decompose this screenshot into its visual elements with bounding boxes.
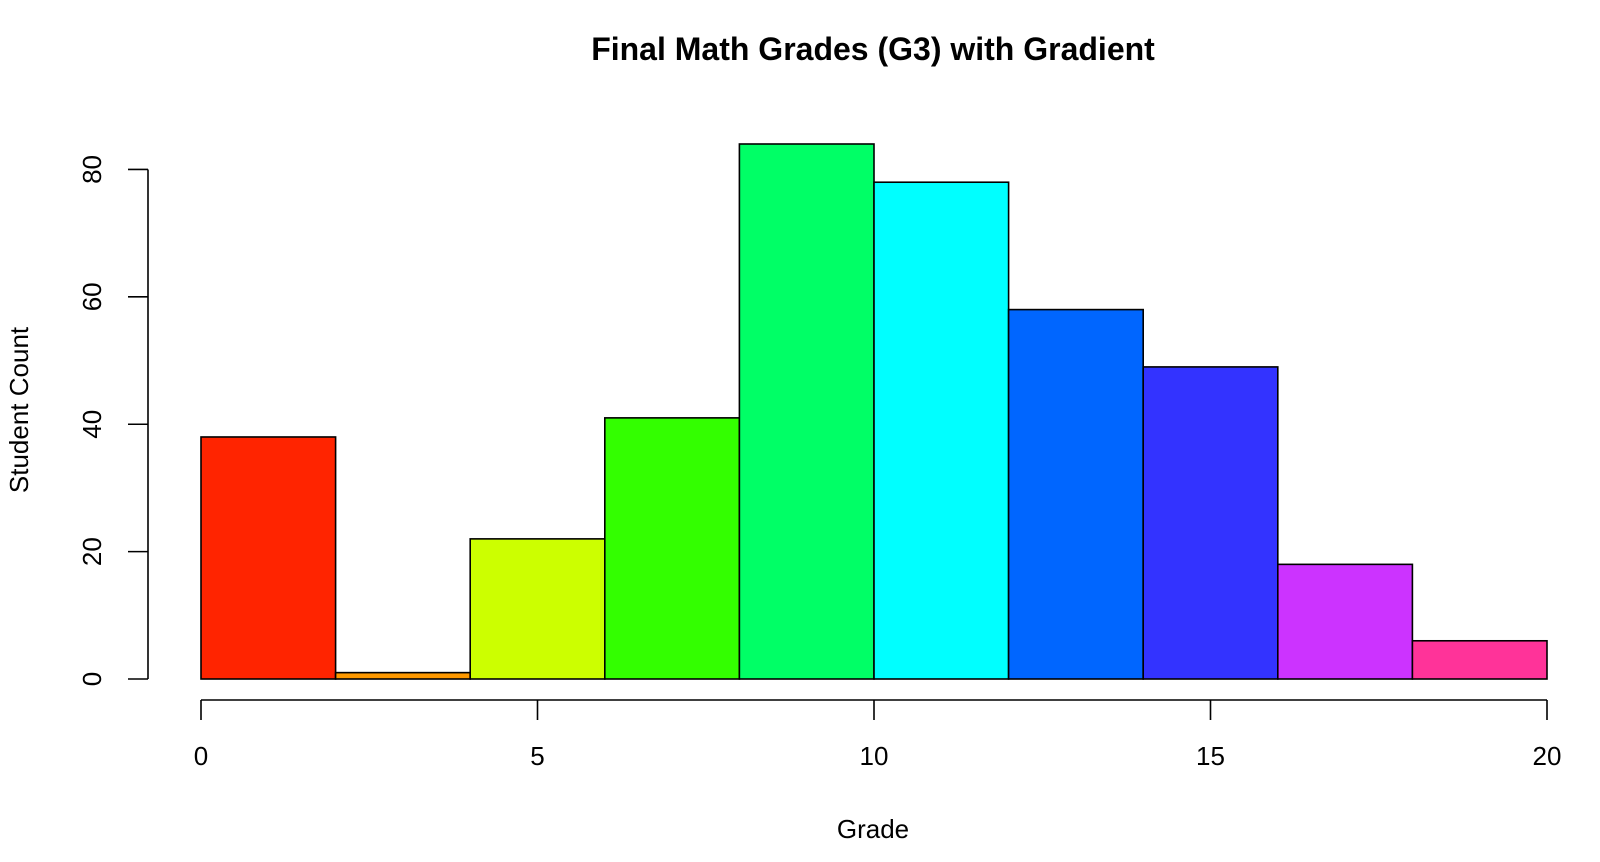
x-tick-label: 20 [1533, 741, 1562, 771]
y-tick-label: 80 [77, 155, 107, 184]
histogram-bar [738, 143, 875, 680]
x-tick-label: 0 [194, 741, 208, 771]
histogram-bar [200, 436, 337, 680]
histogram-bar [873, 181, 1010, 680]
y-axis: 0 20 40 60 80 [77, 155, 149, 686]
y-axis-label: Student Count [4, 326, 34, 493]
y-tick-label: 0 [77, 672, 107, 686]
y-tick-label: 60 [77, 282, 107, 311]
histogram-bar [334, 671, 472, 680]
histogram-bar [1277, 563, 1414, 680]
x-axis-label: Grade [837, 814, 909, 844]
y-tick-label: 20 [77, 537, 107, 566]
chart-title: Final Math Grades (G3) with Gradient [591, 31, 1155, 67]
y-tick-label: 40 [77, 410, 107, 439]
x-tick-label: 10 [860, 741, 889, 771]
histogram-bar [1007, 308, 1144, 680]
histogram-bar [603, 417, 741, 680]
histogram-bar [1411, 639, 1548, 680]
x-tick-label: 15 [1196, 741, 1225, 771]
histogram-bar [1142, 366, 1279, 680]
x-tick-label: 5 [530, 741, 544, 771]
histogram-bar [469, 538, 606, 680]
bars-group [200, 143, 1548, 680]
x-axis: 0 5 10 15 20 [194, 699, 1562, 771]
